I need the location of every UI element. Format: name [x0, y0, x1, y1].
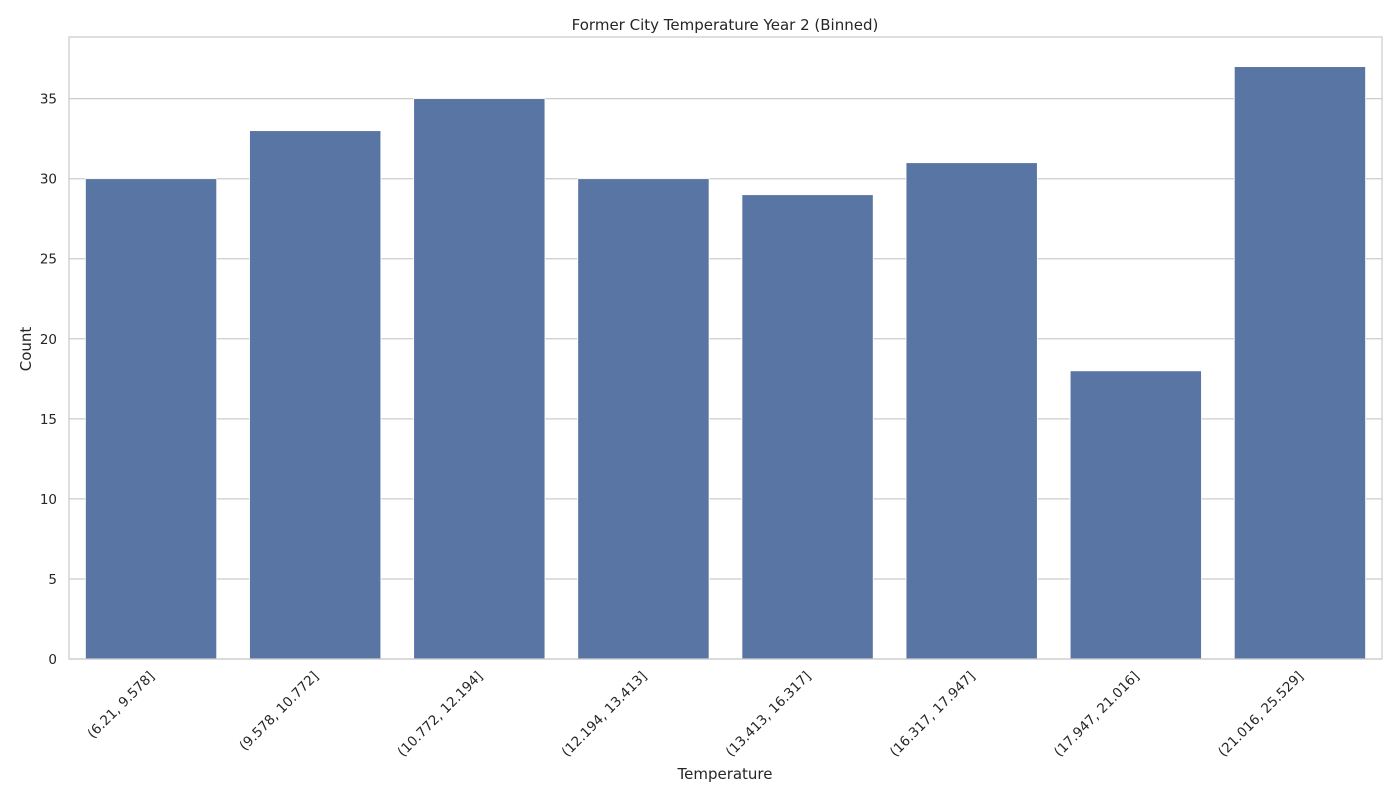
x-tick-label: (17.947, 21.016]: [1051, 669, 1143, 761]
bar: [905, 162, 1038, 660]
y-tick-label: 30: [40, 172, 57, 188]
y-tick-label: 15: [40, 412, 57, 428]
bar: [1233, 66, 1366, 660]
bar: [577, 178, 710, 660]
x-tick-label: (16.317, 17.947]: [887, 669, 979, 761]
y-tick-labels: 0 5 10 15 20 25 30 35: [40, 92, 57, 668]
y-axis-label: Count: [17, 327, 35, 372]
x-axis-label: Temperature: [676, 765, 772, 783]
y-tick-label: 20: [40, 332, 57, 348]
x-tick-label: (6.21, 9.578]: [84, 669, 157, 742]
y-tick-label: 5: [48, 572, 57, 588]
plot-frame: [68, 36, 1383, 660]
x-tick-label: (12.194, 13.413]: [559, 669, 651, 761]
bars: [85, 66, 1366, 660]
y-tick-label: 10: [40, 492, 57, 508]
y-tick-label: 0: [48, 652, 57, 668]
x-tick-labels: (6.21, 9.578] (9.578, 10.772] (10.772, 12.…: [84, 669, 1306, 761]
bar: [249, 130, 382, 660]
bar: [85, 178, 218, 660]
bar: [1069, 370, 1202, 660]
x-tick-label: (21.016, 25.529]: [1215, 669, 1307, 761]
x-tick-label: (9.578, 10.772]: [236, 669, 322, 755]
chart-title: Former City Temperature Year 2 (Binned): [572, 16, 879, 34]
y-tick-label: 25: [40, 252, 57, 268]
bar: [741, 194, 874, 660]
y-tick-label: 35: [40, 92, 57, 108]
x-tick-label: (10.772, 12.194]: [395, 669, 487, 761]
x-tick-label: (13.413, 16.317]: [723, 669, 815, 761]
bar: [413, 98, 546, 660]
